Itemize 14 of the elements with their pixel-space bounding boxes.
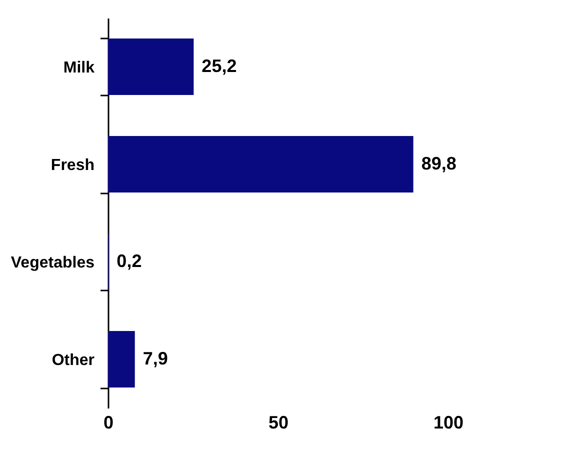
y-tick-label: Fresh (50, 156, 94, 174)
data-label: 7,9 (142, 348, 168, 368)
y-tick-label: Vegetables (10, 254, 95, 272)
data-label: 89,8 (421, 153, 456, 174)
x-tick-label: 100 (433, 412, 464, 432)
bar (108, 330, 135, 388)
bar (108, 136, 414, 193)
y-tick-label: Other (52, 352, 94, 369)
x-tick-label: 50 (268, 412, 289, 432)
x-tick-label: 0 (103, 412, 114, 432)
data-label: 25,2 (202, 56, 237, 76)
y-tick-label: Milk (63, 59, 95, 76)
bar (108, 38, 194, 96)
data-label: 0,2 (116, 250, 142, 271)
